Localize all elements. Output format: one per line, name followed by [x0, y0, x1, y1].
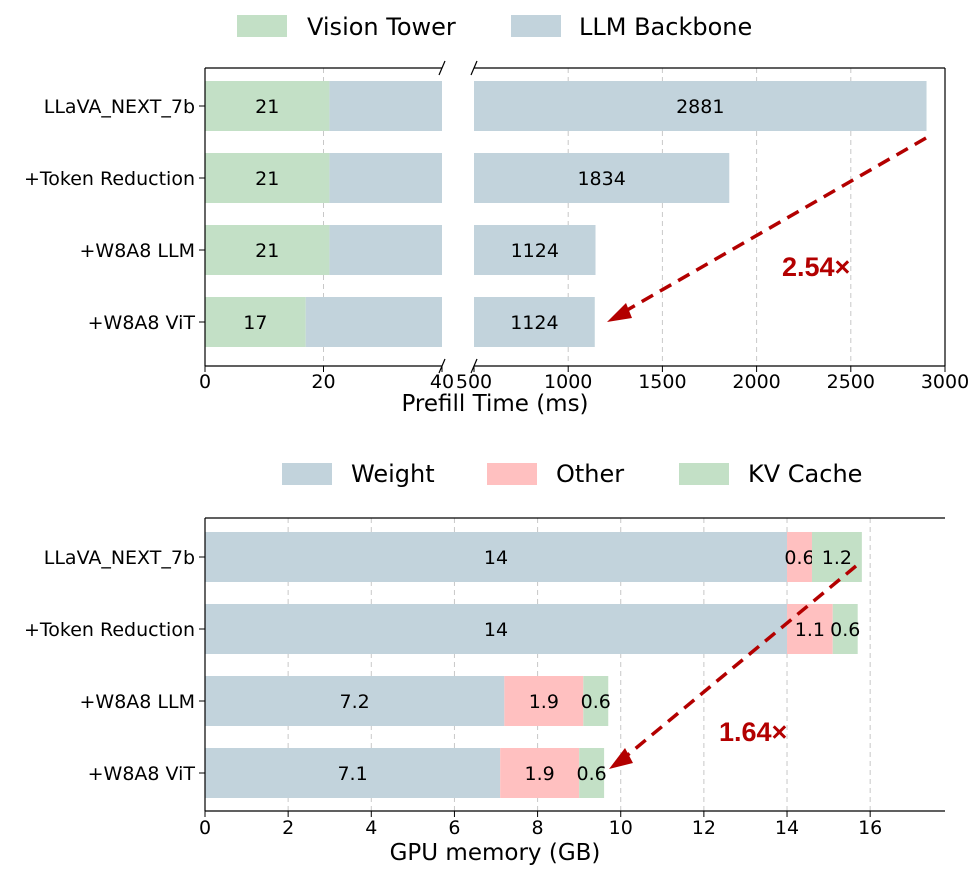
bar-kv-cache: [579, 748, 605, 798]
legend-swatch-weight: [282, 463, 332, 485]
x-tick-label: 2: [282, 817, 294, 839]
category-label-w8a8-vit: +W8A8 ViT: [88, 312, 196, 334]
bar-kv-cache: [583, 676, 609, 726]
legend-label-kv-cache: KV Cache: [748, 460, 862, 488]
x-tick-label: 2500: [827, 371, 875, 393]
bar-kv-cache: [832, 604, 858, 654]
weight-value-label: 7.1: [337, 763, 367, 785]
vision-tower-value-label: 17: [243, 312, 267, 334]
other-value-label: 1.9: [529, 691, 559, 713]
bar-other: [500, 748, 580, 798]
axis-break-mark: [470, 60, 478, 76]
x-tick-label: 8: [532, 817, 544, 839]
vision-tower-value-label: 21: [255, 96, 279, 118]
x-tick-label: 6: [448, 817, 460, 839]
reduction-annotation: 1.64×: [719, 717, 787, 747]
other-value-label: 0.6: [784, 547, 814, 569]
category-label-w8a8-llm: +W8A8 LLM: [80, 691, 195, 713]
legend-swatch-llm-backbone: [511, 15, 561, 37]
x-tick-label: 10: [609, 817, 633, 839]
other-value-label: 1.1: [795, 619, 825, 641]
legend-swatch-other: [487, 463, 537, 485]
bar-other: [504, 676, 584, 726]
bar-weight: [205, 676, 505, 726]
vision-tower-value-label: 21: [255, 168, 279, 190]
legend-swatch-kv-cache: [679, 463, 729, 485]
speedup-arrow-head: [607, 303, 632, 322]
category-label-token-reduction: +Token Reduction: [24, 168, 195, 190]
x-tick-label: 0: [199, 817, 211, 839]
kv-cache-value-label: 1.2: [822, 547, 852, 569]
x-tick-label: 3000: [921, 371, 969, 393]
speedup-annotation: 2.54×: [782, 252, 850, 282]
x-axis-label: Prefill Time (ms): [401, 391, 588, 417]
bar-kv-cache: [811, 532, 862, 582]
legend-label-llm-backbone: LLM Backbone: [579, 13, 752, 41]
weight-value-label: 14: [484, 619, 508, 641]
kv-cache-value-label: 0.6: [581, 691, 611, 713]
weight-value-label: 14: [484, 547, 508, 569]
legend-label-vision-tower: Vision Tower: [307, 13, 456, 41]
legend-swatch-vision-tower: [237, 15, 287, 37]
x-tick-label: 20: [311, 371, 335, 393]
reduction-arrow: [622, 564, 858, 760]
weight-value-label: 7.2: [340, 691, 370, 713]
llm-backbone-value-label: 1124: [510, 312, 558, 334]
bar-llm-backbone: [474, 225, 596, 275]
x-tick-label: 12: [692, 817, 716, 839]
x-tick-label: 1500: [638, 371, 686, 393]
category-label-w8a8-llm: +W8A8 LLM: [80, 240, 195, 262]
x-tick-label: 40: [430, 371, 454, 393]
x-tick-label: 4: [365, 817, 377, 839]
kv-cache-value-label: 0.6: [577, 763, 607, 785]
bar-vision-tower: [205, 225, 330, 275]
bar-llm-backbone-left: [329, 225, 442, 275]
bar-other: [787, 604, 833, 654]
bar-llm-backbone: [474, 81, 927, 131]
x-tick-label: 0: [199, 371, 211, 393]
bar-weight: [205, 532, 788, 582]
other-value-label: 1.9: [525, 763, 555, 785]
kv-cache-value-label: 0.6: [830, 619, 860, 641]
x-tick-label: 16: [858, 817, 882, 839]
legend-label-weight: Weight: [351, 460, 435, 488]
prefill-time-chart: 21 2881 LLaVA_NEXT_7b 21 1834 +Token Reductio…: [24, 13, 969, 417]
vision-tower-value-label: 21: [255, 240, 279, 262]
reduction-arrow-head: [609, 748, 633, 769]
legend-label-other: Other: [556, 460, 624, 488]
bar-weight: [205, 604, 788, 654]
bar-vision-tower: [205, 81, 330, 131]
bar-llm-backbone: [474, 153, 730, 203]
x-axis-label: GPU memory (GB): [390, 840, 601, 866]
llm-backbone-value-label: 2881: [676, 96, 724, 118]
category-label-llava-next-7b: LLaVA_NEXT_7b: [44, 96, 195, 118]
llm-backbone-value-label: 1834: [577, 168, 625, 190]
x-tick-label: 2000: [732, 371, 780, 393]
category-label-llava-next-7b: LLaVA_NEXT_7b: [44, 547, 195, 569]
x-tick-label: 500: [456, 371, 492, 393]
axis-break-mark: [438, 60, 446, 76]
bar-llm-backbone-left: [329, 81, 442, 131]
bar-other: [787, 532, 812, 582]
llm-backbone-value-label: 1124: [511, 240, 559, 262]
bar-llm-backbone-left: [329, 153, 442, 203]
x-tick-label: 14: [775, 817, 799, 839]
bar-llm-backbone-left: [305, 297, 442, 347]
speedup-arrow: [621, 136, 927, 315]
category-label-token-reduction: +Token Reduction: [24, 619, 195, 641]
category-label-w8a8-vit: +W8A8 ViT: [88, 763, 196, 785]
x-tick-label: 1000: [544, 371, 592, 393]
bar-vision-tower: [205, 297, 306, 347]
bar-weight: [205, 748, 501, 798]
bar-vision-tower: [205, 153, 330, 203]
bar-llm-backbone: [474, 297, 595, 347]
